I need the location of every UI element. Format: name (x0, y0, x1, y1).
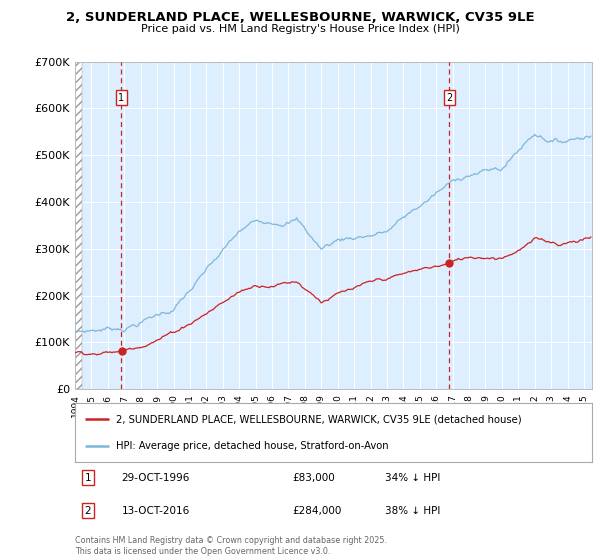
Text: 2, SUNDERLAND PLACE, WELLESBOURNE, WARWICK, CV35 9LE (detached house): 2, SUNDERLAND PLACE, WELLESBOURNE, WARWI… (116, 414, 522, 424)
Text: 13-OCT-2016: 13-OCT-2016 (122, 506, 190, 516)
Text: 1: 1 (118, 92, 125, 102)
Bar (75, 62, 82, 389)
Text: £83,000: £83,000 (292, 473, 335, 483)
Text: HPI: Average price, detached house, Stratford-on-Avon: HPI: Average price, detached house, Stra… (116, 441, 389, 451)
Text: Price paid vs. HM Land Registry's House Price Index (HPI): Price paid vs. HM Land Registry's House … (140, 24, 460, 34)
Text: 34% ↓ HPI: 34% ↓ HPI (385, 473, 440, 483)
Text: 1: 1 (85, 473, 91, 483)
Text: 2, SUNDERLAND PLACE, WELLESBOURNE, WARWICK, CV35 9LE: 2, SUNDERLAND PLACE, WELLESBOURNE, WARWI… (65, 11, 535, 24)
Text: 38% ↓ HPI: 38% ↓ HPI (385, 506, 440, 516)
Text: £284,000: £284,000 (292, 506, 341, 516)
Text: 2: 2 (446, 92, 452, 102)
Text: 29-OCT-1996: 29-OCT-1996 (122, 473, 190, 483)
Text: 2: 2 (85, 506, 91, 516)
Text: Contains HM Land Registry data © Crown copyright and database right 2025.
This d: Contains HM Land Registry data © Crown c… (75, 536, 387, 556)
